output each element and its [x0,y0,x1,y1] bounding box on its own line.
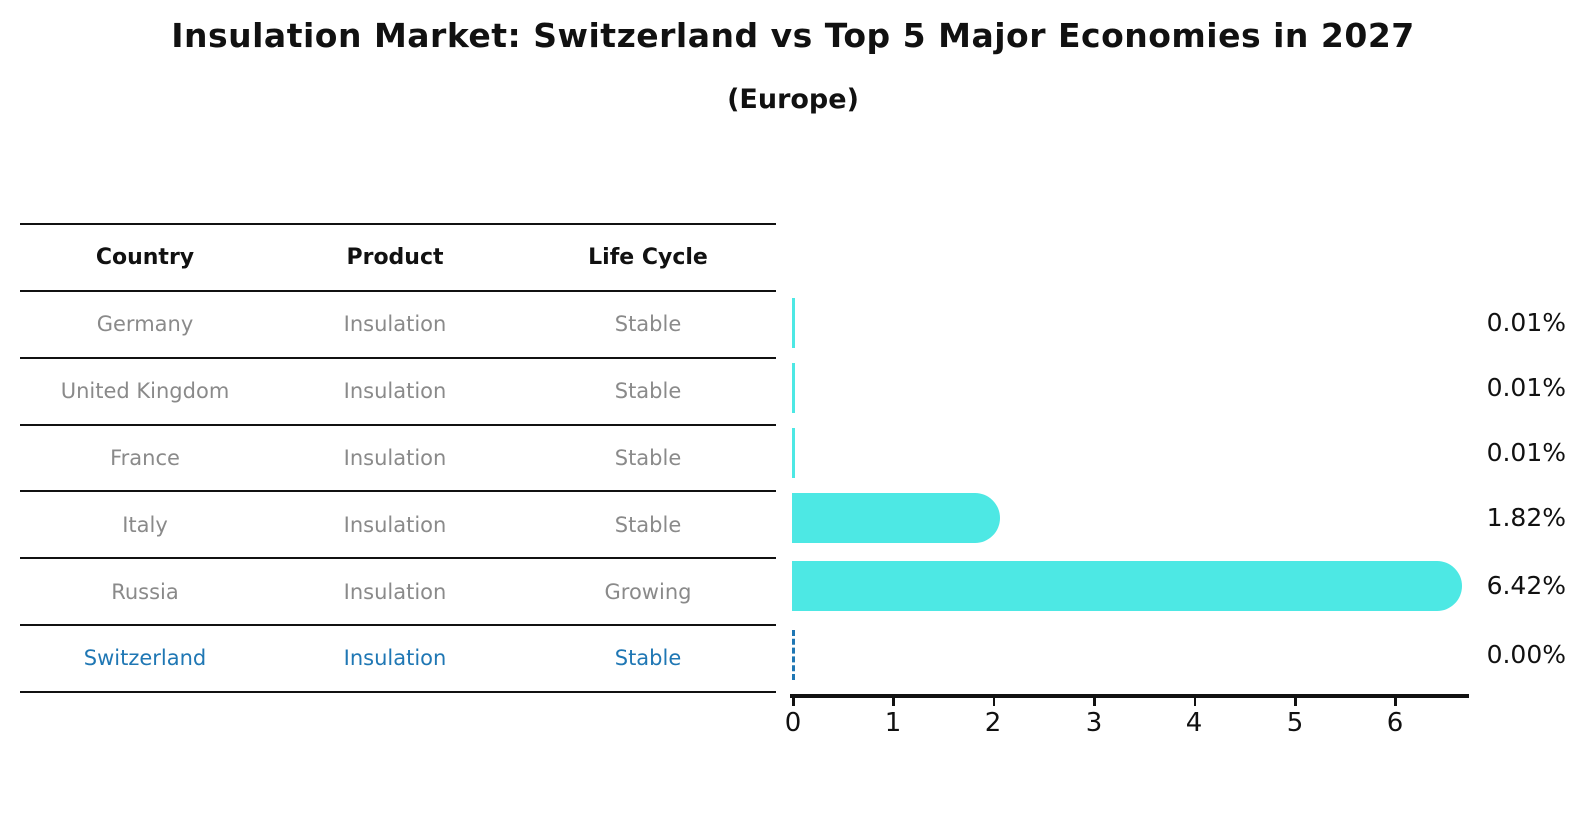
product-cell: Insulation [343,312,447,337]
x-axis-tick [1193,697,1197,706]
value-label-france: 0.01% [1486,438,1566,467]
country-cell: Germany [96,312,194,337]
x-axis-tick [792,697,795,706]
x-axis-line [790,694,1469,698]
product-cell: Insulation [343,646,447,671]
life-cycle-cell: Stable [614,312,682,337]
product-cell: Insulation [343,512,447,537]
column-header-product: Product [346,244,444,270]
table-row-italy: Italy Insulation Stable [20,492,776,560]
life-cycle-cell: Stable [614,646,682,671]
life-cycle-cell: Stable [614,445,682,470]
bar-united-kingdom [792,363,795,413]
bar-switzerland-zero-marker [792,630,795,680]
value-label-germany: 0.01% [1486,308,1566,337]
x-axis-tick-label: 6 [1386,708,1404,738]
x-axis-tick [1394,697,1397,706]
table-row-switzerland: Switzerland Insulation Stable [20,626,776,693]
x-axis-tick-label: 3 [1085,708,1103,738]
country-cell: Italy [122,512,168,537]
table-row-united-kingdom: United Kingdom Insulation Stable [20,359,776,426]
value-label-switzerland: 0.00% [1486,640,1566,669]
x-axis-tick-label: 4 [1185,708,1203,738]
chart-subtitle: (Europe) [727,84,859,115]
product-cell: Insulation [343,579,447,604]
product-cell: Insulation [343,379,447,404]
x-axis-tick [892,697,895,706]
table-row-germany: Germany Insulation Stable [20,292,776,359]
value-label-united-kingdom: 0.01% [1486,373,1566,402]
x-axis-tick [1294,697,1297,706]
value-label-russia: 6.42% [1486,571,1566,600]
country-cell: Switzerland [83,646,207,671]
country-cell: United Kingdom [60,379,230,404]
x-axis-tick-label: 2 [984,708,1002,738]
country-cell: France [110,445,180,470]
country-table: Country Product Life Cycle Germany Insul… [20,223,776,693]
value-label-italy: 1.82% [1486,503,1566,532]
bar-germany [792,298,795,348]
table-row-russia: Russia Insulation Growing [20,559,776,627]
table-header-row: Country Product Life Cycle [20,225,776,292]
life-cycle-cell: Stable [614,379,682,404]
x-axis-tick-label: 5 [1286,708,1304,738]
column-header-country: Country [95,244,195,270]
x-axis-tick [1093,697,1096,706]
bar-italy [792,493,1000,543]
table-row-france: France Insulation Stable [20,426,776,493]
bar-france [792,428,795,478]
product-cell: Insulation [343,445,447,470]
x-axis-tick [992,697,996,706]
x-axis-tick-label: 0 [784,708,802,738]
country-cell: Russia [111,579,179,604]
x-axis-tick-label: 1 [884,708,902,738]
chart-title: Insulation Market: Switzerland vs Top 5 … [171,16,1415,55]
bar-russia [792,561,1462,611]
life-cycle-cell: Growing [604,579,692,604]
life-cycle-cell: Stable [614,512,682,537]
column-header-life-cycle: Life Cycle [588,244,708,270]
